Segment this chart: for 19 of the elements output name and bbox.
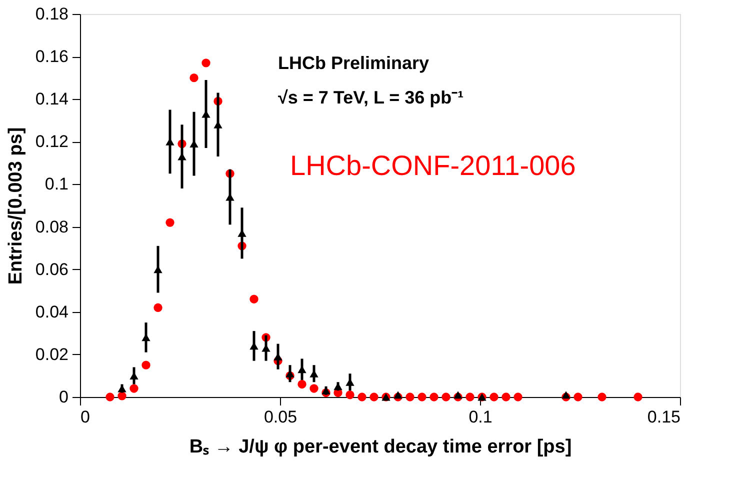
y-tick-label: 0.06 [35,260,68,279]
y-tick-label: 0.04 [35,302,68,322]
y-tick-label: 0.02 [35,344,68,364]
x-tick-label: 0 [80,408,90,426]
annotation: LHCb Preliminary [278,52,430,73]
annotation: LHCb-CONF-2011-006 [290,150,576,182]
y-axis-title: Entries/[0.003 ps] [5,127,26,285]
x-tick-label: 0.1 [468,408,492,426]
y-tick-label: 0.08 [35,217,68,236]
x-axis-title: Bₛ → J/ψ φ per-event decay time error [ps] [189,436,572,458]
y-tick-label: 0.1 [44,174,68,194]
y-tick-label: 0 [59,388,68,406]
annotation: √s = 7 TeV, L = 36 pb⁻¹ [278,87,464,108]
y-tick-label: 0.14 [35,90,68,109]
y-tick-label: 0.12 [35,132,68,152]
y-tick-label: 0.16 [35,47,68,66]
x-tick-label: 0.15 [647,408,680,426]
y-tick-label: 0.18 [35,4,68,24]
x-tick-label: 0.05 [264,408,298,426]
